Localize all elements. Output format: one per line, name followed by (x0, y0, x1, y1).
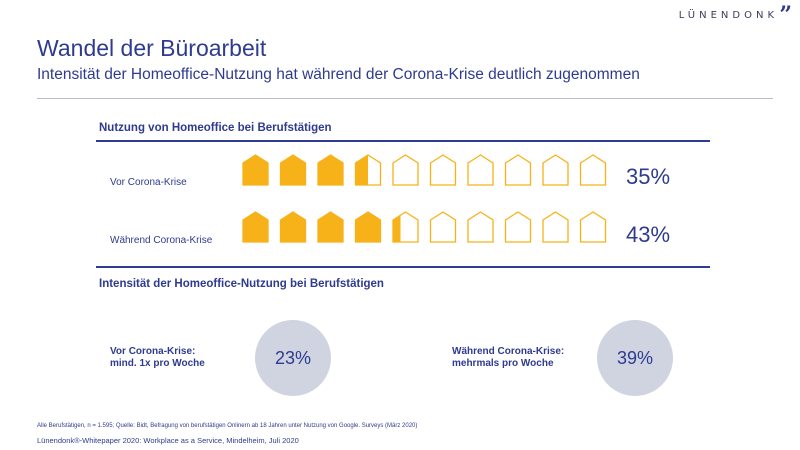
section-title-intensity: Intensität der Homeoffice-Nutzung bei Be… (99, 278, 384, 290)
bubble-label-before-line1: Vor Corona-Krise: (110, 346, 196, 357)
value-label-during: 43% (626, 222, 671, 247)
value-label-before: 35% (626, 164, 671, 189)
source-note: Lünendonk®-Whitepaper 2020: Workplace as… (37, 436, 299, 445)
house-icon-filled (243, 212, 268, 242)
house-icon (579, 154, 607, 186)
bubble-label-during: Während Corona-Krise: mehrmals pro Woche (452, 346, 564, 370)
row-label-during: Während Corona-Krise (110, 235, 213, 246)
house-icon (467, 211, 494, 243)
house-icon (504, 154, 532, 186)
page-subtitle: Intensität der Homeoffice-Nutzung hat wä… (37, 66, 640, 83)
house-row-during (242, 211, 607, 243)
house-icon (429, 154, 457, 186)
bubble-before: 23% (255, 320, 331, 396)
section-divider-top (96, 140, 710, 142)
house-icon-filled (355, 155, 368, 185)
bubble-label-during-line1: Während Corona-Krise: (452, 346, 565, 357)
bubble-label-during-line2: mehrmals pro Woche (452, 358, 554, 369)
house-icon (542, 211, 569, 243)
row-label-before: Vor Corona-Krise (110, 177, 187, 188)
house-icon-filled (280, 155, 306, 185)
house-icon (467, 154, 494, 186)
bubble-label-before-line2: mind. 1x pro Woche (110, 358, 205, 369)
house-icon (504, 211, 532, 243)
house-row-before (242, 154, 607, 186)
section-divider-middle (96, 266, 710, 268)
bubble-value-during: 39% (616, 347, 654, 368)
header-divider (37, 98, 773, 99)
section-title-usage: Nutzung von Homeoffice bei Berufstätigen (99, 122, 332, 134)
house-icon-filled (393, 215, 401, 242)
house-icon-filled (243, 155, 268, 185)
house-icon (392, 154, 419, 186)
bubble-label-before: Vor Corona-Krise: mind. 1x pro Woche (110, 346, 205, 370)
house-icon-filled (280, 212, 306, 242)
bubble-value-before: 23% (274, 347, 312, 368)
house-icon-filled (355, 212, 381, 242)
page-title: Wandel der Büroarbeit (37, 35, 267, 61)
house-icon (542, 154, 569, 186)
brand-quote-mark: ” (779, 2, 792, 28)
brand-logo: LÜNENDONK (678, 10, 778, 21)
house-icon (579, 211, 607, 243)
house-icon (429, 211, 457, 243)
house-icon-filled (318, 155, 343, 185)
bubble-during: 39% (597, 320, 673, 396)
footnote: Alle Berufstätigen, n = 1.595; Quelle: B… (37, 423, 418, 429)
house-icon-filled (318, 212, 343, 242)
